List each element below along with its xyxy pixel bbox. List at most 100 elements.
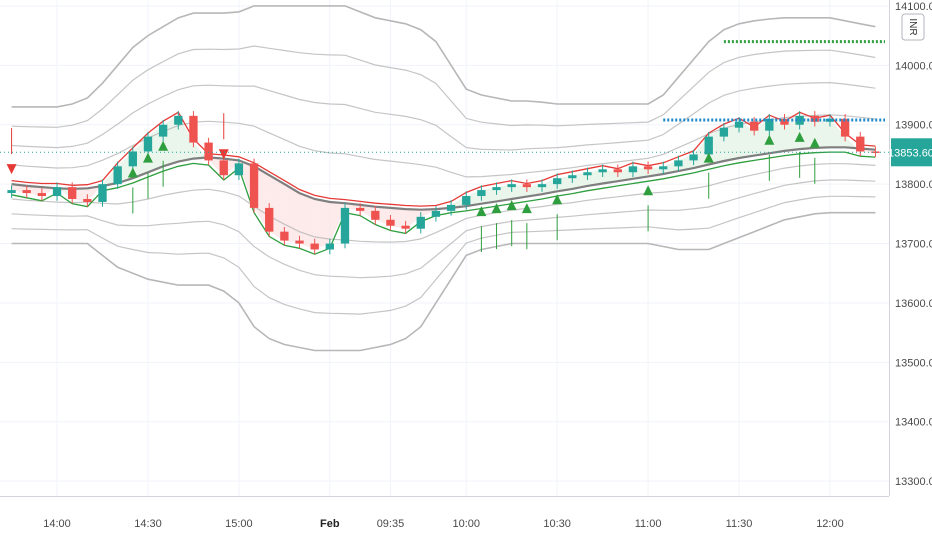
candle-body[interactable] — [598, 169, 607, 173]
candle-body[interactable] — [128, 151, 137, 167]
candle-body[interactable] — [83, 198, 92, 202]
ma-line — [11, 146, 876, 211]
cloud-segment — [405, 209, 421, 229]
buy-signal-icon — [127, 167, 138, 178]
candle-body[interactable] — [537, 184, 547, 188]
candle-body[interactable] — [189, 115, 198, 143]
candle-body[interactable] — [492, 187, 501, 191]
price-tick-label: 13600.00 — [895, 298, 932, 310]
cloud-segment — [284, 184, 300, 244]
inner-band — [11, 114, 876, 178]
candle-body[interactable] — [325, 243, 335, 250]
candle-body[interactable] — [810, 115, 819, 122]
candle-body[interactable] — [659, 166, 668, 170]
buy-signal-icon — [521, 203, 532, 214]
candle-body[interactable] — [22, 190, 31, 194]
candle-body[interactable] — [765, 118, 774, 131]
candle-body[interactable] — [113, 166, 122, 185]
time-axis[interactable]: 14:00 14:30 15:00 Feb 09:35 10:00 10:30 11:00 11… — [43, 518, 843, 530]
candle-body[interactable] — [401, 225, 410, 229]
candle-body[interactable] — [143, 136, 153, 152]
candle-body[interactable] — [7, 190, 16, 194]
candle-body[interactable] — [249, 163, 259, 208]
candle-body[interactable] — [265, 207, 274, 232]
candle-body[interactable] — [568, 175, 577, 179]
currency-badge[interactable]: INR — [901, 13, 925, 41]
candle-body[interactable] — [750, 121, 759, 131]
price-tick-label: 13300.00 — [895, 476, 932, 488]
sell-signal-icon — [6, 164, 17, 175]
candle-body[interactable] — [386, 219, 395, 226]
trail-line-green — [11, 151, 876, 255]
candle-body[interactable] — [174, 115, 183, 125]
candle-body[interactable] — [98, 184, 107, 202]
lower-band — [11, 211, 876, 352]
candle-body[interactable] — [52, 187, 62, 197]
candle-body[interactable] — [477, 190, 486, 197]
candle-body[interactable] — [734, 121, 744, 128]
candle-body[interactable] — [295, 240, 304, 244]
candle-body[interactable] — [371, 210, 380, 220]
candle-body[interactable] — [280, 231, 289, 241]
price-axis[interactable]: 14100.00 14000.00 13900.00 13800.00 13700.00… — [895, 1, 932, 488]
candle-body[interactable] — [613, 169, 622, 173]
candle-body[interactable] — [825, 118, 835, 122]
candle-body[interactable] — [416, 216, 425, 229]
price-tick-label: 13700.00 — [895, 239, 932, 251]
candle-body[interactable] — [780, 118, 789, 125]
time-tick-label: 14:30 — [134, 518, 162, 530]
buy-signal-icon — [764, 134, 775, 145]
time-tick-label: 15:00 — [225, 518, 253, 530]
candle-body[interactable] — [704, 136, 713, 155]
candle-body[interactable] — [643, 166, 653, 170]
upper-band — [11, 5, 876, 108]
price-tick-label: 13900.00 — [895, 120, 932, 132]
candles[interactable] — [7, 111, 880, 255]
candle-body[interactable] — [689, 154, 698, 161]
candle-body[interactable] — [37, 193, 47, 197]
candle-body[interactable] — [158, 124, 168, 137]
candle-body[interactable] — [234, 163, 244, 176]
time-tick-label: Feb — [320, 518, 340, 530]
cloud-segment — [602, 169, 618, 184]
candle-body[interactable] — [204, 142, 213, 161]
price-tick-label: 13500.00 — [895, 357, 932, 369]
currency-label: INR — [907, 18, 918, 35]
time-tick-label: 10:00 — [452, 518, 480, 530]
candle-body[interactable] — [871, 151, 880, 153]
candle-body[interactable] — [719, 127, 729, 137]
candle-body[interactable] — [340, 207, 350, 244]
inner-band — [11, 195, 876, 315]
last-price-label: 13853.60 — [888, 147, 932, 159]
candle-body[interactable] — [674, 160, 683, 167]
buy-signal-icon — [142, 152, 153, 163]
price-tick-label: 14000.00 — [895, 60, 932, 72]
cloud-segment — [830, 118, 846, 148]
inner-band — [11, 179, 876, 279]
cloud-segment — [526, 184, 542, 197]
buy-signal-icon — [476, 206, 487, 217]
inner-band — [11, 45, 876, 128]
inner-band — [11, 163, 876, 243]
buy-signal-icon — [491, 203, 502, 214]
candle-body[interactable] — [840, 118, 850, 137]
candle-body[interactable] — [355, 207, 365, 211]
candle-body[interactable] — [431, 210, 441, 217]
candle-body[interactable] — [552, 178, 562, 185]
price-tick-label: 14100.00 — [895, 1, 932, 13]
candle-body[interactable] — [856, 136, 865, 152]
candle-body[interactable] — [462, 196, 471, 205]
candle-body[interactable] — [68, 187, 77, 199]
candle-body[interactable] — [628, 166, 638, 173]
candle-body[interactable] — [310, 243, 319, 250]
candle-body[interactable] — [583, 172, 592, 176]
time-tick-label: 11:30 — [726, 518, 753, 530]
candle-body[interactable] — [522, 184, 532, 188]
last-price-tag: 13853.60 — [888, 138, 932, 167]
envelope-bands — [11, 5, 876, 352]
candle-body[interactable] — [446, 204, 456, 211]
candle-body[interactable] — [507, 184, 516, 188]
time-tick-label: 10:30 — [543, 518, 571, 530]
candle-body[interactable] — [219, 160, 228, 176]
